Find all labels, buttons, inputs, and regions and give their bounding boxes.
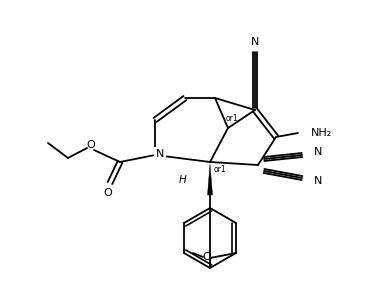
Text: O: O — [104, 188, 112, 198]
Text: N: N — [314, 147, 322, 157]
Text: O: O — [86, 140, 95, 150]
Text: H: H — [178, 175, 186, 185]
Text: or1: or1 — [214, 165, 226, 173]
Text: O: O — [203, 252, 211, 262]
Text: N: N — [314, 176, 322, 186]
Text: N: N — [156, 149, 164, 159]
Text: N: N — [251, 37, 259, 47]
Text: NH₂: NH₂ — [311, 128, 332, 138]
Polygon shape — [208, 164, 212, 195]
Text: or1: or1 — [226, 113, 238, 123]
